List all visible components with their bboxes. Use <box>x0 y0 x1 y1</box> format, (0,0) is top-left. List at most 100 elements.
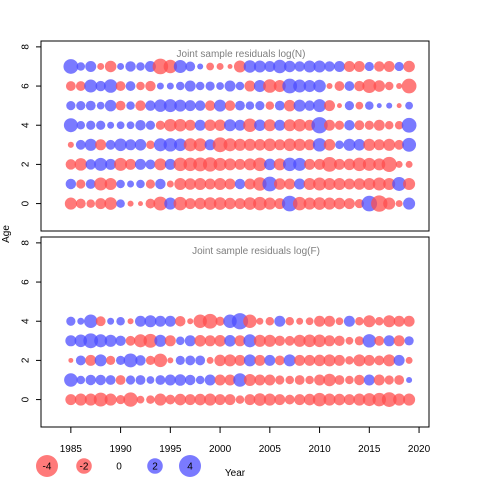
residual-bubble <box>282 78 298 94</box>
residual-bubble <box>74 393 87 406</box>
residual-bubble <box>263 197 276 210</box>
residual-bubble <box>285 375 294 385</box>
y-tick-label: 4 <box>21 318 32 324</box>
residual-bubble <box>354 336 364 346</box>
residual-bubble <box>235 100 245 111</box>
residual-bubble <box>354 120 365 131</box>
residual-bubble <box>373 80 386 92</box>
residual-bubble <box>244 80 256 92</box>
residual-bubble <box>163 59 178 74</box>
residual-bubble <box>164 335 176 347</box>
residual-bubble <box>75 198 86 209</box>
residual-bubble <box>254 374 266 386</box>
residual-bubble <box>381 392 397 407</box>
residual-bubble <box>84 314 98 328</box>
residual-bubble <box>194 393 206 406</box>
residual-bubble <box>374 355 385 366</box>
residual-bubble <box>67 141 74 148</box>
residual-bubble <box>214 374 226 386</box>
residual-bubble <box>96 120 106 130</box>
residual-bubble <box>231 313 249 330</box>
residual-bubble <box>76 375 86 385</box>
residual-bubble <box>175 355 185 365</box>
residual-bubble <box>127 200 134 207</box>
residual-bubble <box>123 353 138 368</box>
residual-bubble <box>135 355 146 366</box>
residual-bubble <box>343 394 355 406</box>
y-tick-label: 6 <box>21 83 32 89</box>
residual-bubble <box>394 61 404 72</box>
residual-bubble <box>263 334 276 347</box>
residual-bubble <box>115 81 126 91</box>
residual-bubble <box>401 78 417 94</box>
residual-bubble <box>164 158 176 170</box>
residual-bubble <box>264 158 276 171</box>
residual-bubble <box>75 81 86 91</box>
residual-bubble <box>174 138 187 152</box>
residual-bubble <box>265 316 275 326</box>
residual-bubble <box>243 334 257 348</box>
residual-bubble <box>337 103 342 109</box>
residual-bubble <box>253 60 266 73</box>
residual-bubble <box>134 315 146 327</box>
y-tick-label: 8 <box>21 44 32 50</box>
residual-bubble <box>65 159 77 170</box>
residual-bubble <box>373 139 385 151</box>
residual-bubble <box>313 79 326 93</box>
legend-label: -4 <box>43 462 52 473</box>
residual-bubble <box>274 315 286 327</box>
residual-bubble <box>404 336 414 346</box>
residual-bubble <box>274 178 286 190</box>
residual-bubble <box>145 120 156 130</box>
residual-bubble <box>126 101 135 110</box>
residual-bubble <box>264 354 276 366</box>
residual-bubble <box>353 178 366 190</box>
residual-bubble <box>313 354 326 367</box>
legend-label: 4 <box>187 462 193 473</box>
residual-bubble <box>405 160 413 168</box>
residual-bubble <box>343 178 355 190</box>
residual-bubble <box>104 393 117 406</box>
residual-bubble <box>176 336 185 346</box>
residual-bubble <box>234 335 246 347</box>
residual-bubble <box>254 354 266 366</box>
residual-bubble <box>143 333 158 348</box>
residual-bubble <box>312 138 327 152</box>
residual-bubble <box>216 62 224 70</box>
residual-bubble <box>224 178 236 190</box>
residual-bubble <box>153 138 167 152</box>
residual-bubble <box>127 318 134 325</box>
residual-bubble <box>343 60 355 72</box>
residual-bubble <box>94 354 107 367</box>
residual-bubble <box>204 335 216 347</box>
residual-bubble <box>243 373 256 387</box>
residual-bubble <box>244 394 256 406</box>
residual-bubble <box>313 60 326 73</box>
residual-bubble <box>155 120 165 130</box>
residual-bubble <box>164 315 176 327</box>
y-tick-label: 4 <box>21 122 32 128</box>
residual-bubble <box>305 317 314 326</box>
x-tick-label: 2010 <box>308 444 331 455</box>
residual-bubble <box>294 394 306 406</box>
residual-bubble <box>145 179 156 189</box>
residual-bubble <box>65 81 76 91</box>
residual-bubble <box>185 374 196 386</box>
residual-bubble <box>376 103 382 109</box>
residual-bubble <box>253 157 267 172</box>
residual-bubble <box>323 139 336 151</box>
residual-bubble <box>353 393 366 406</box>
residual-bubble <box>224 374 236 386</box>
residual-bubble <box>104 334 117 347</box>
residual-bubble <box>293 138 306 151</box>
residual-bubble <box>145 355 156 365</box>
residual-bubble <box>86 120 96 130</box>
residual-bubble <box>403 177 416 191</box>
residual-bubble <box>213 197 227 210</box>
residual-bubble <box>344 81 355 91</box>
residual-bubble <box>381 156 397 172</box>
residual-bubble <box>384 375 394 385</box>
residual-bubble <box>256 317 264 325</box>
residual-bubble <box>303 197 316 210</box>
x-axis-title: Year <box>225 468 246 479</box>
